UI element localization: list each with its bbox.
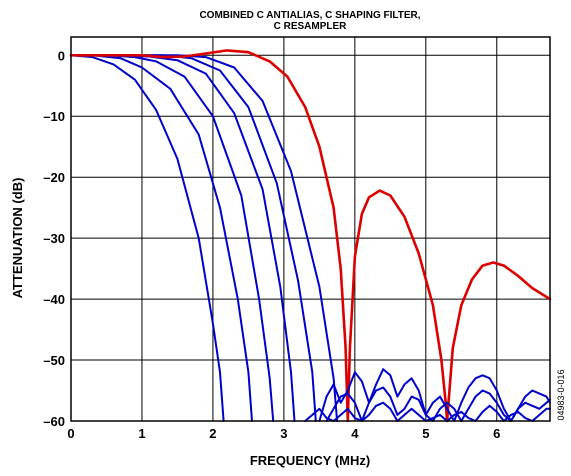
x-tick-label: 3 <box>280 426 287 441</box>
x-axis-label: FREQUENCY (MHz) <box>250 453 370 468</box>
series-group <box>69 49 552 423</box>
y-tick-label: –20 <box>43 170 65 185</box>
series-line-blue-9 <box>304 401 551 422</box>
plot-frame <box>70 36 551 422</box>
y-tick-label: –60 <box>43 414 65 429</box>
y-tick-label: 0 <box>58 48 65 63</box>
figure-id: 04983-0-016 <box>556 369 566 420</box>
y-tick-label: –30 <box>43 231 65 246</box>
y-tick-label: –40 <box>43 292 65 307</box>
y-tick-label: –10 <box>43 109 65 124</box>
x-tick-label: 1 <box>138 426 145 441</box>
y-axis-label: ATTENUATION (dB) <box>10 178 25 299</box>
chart-title-line1: COMBINED C ANTIALIAS, C SHAPING FILTER, <box>199 10 420 21</box>
tick-labels: 0 1 2 3 4 5 6 0 –10 –20 –30 –40 –50 –60 <box>43 48 500 441</box>
x-tick-label: 0 <box>67 426 74 441</box>
x-tick-label: 2 <box>209 426 216 441</box>
chart-title-line2: C RESAMPLER <box>274 21 348 32</box>
x-tick-label: 6 <box>493 426 500 441</box>
x-tick-label: 4 <box>351 426 359 441</box>
series-line-blue-1 <box>70 54 253 422</box>
x-tick-label: 5 <box>422 426 429 441</box>
y-tick-label: –50 <box>43 353 65 368</box>
series-line-blue-5 <box>70 54 339 422</box>
series-line-red-6 <box>69 49 552 423</box>
series-line-blue-0 <box>70 54 225 422</box>
